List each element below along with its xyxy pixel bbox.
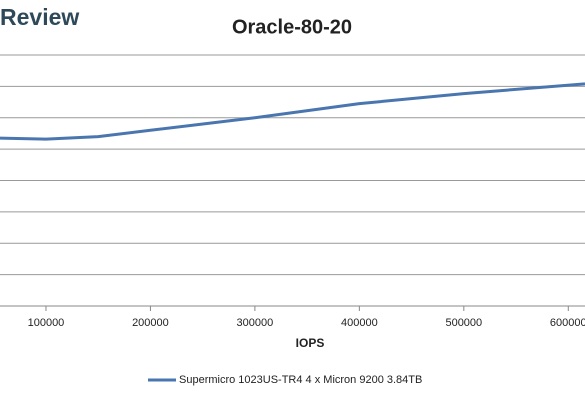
x-axis-label: IOPS bbox=[296, 336, 325, 350]
data-line bbox=[0, 82, 585, 141]
x-tick-label: 600000 bbox=[550, 317, 585, 329]
x-tick-label: 200000 bbox=[132, 317, 169, 329]
logo: Review bbox=[0, 4, 79, 30]
x-tick-label: 300000 bbox=[237, 317, 274, 329]
legend-label: Supermicro 1023US-TR4 4 x Micron 9200 3.… bbox=[179, 374, 422, 386]
x-tick-label: 100000 bbox=[28, 317, 65, 329]
chart-title: Oracle-80-20 bbox=[232, 16, 352, 38]
x-tick-label: 500000 bbox=[445, 317, 482, 329]
x-tick-label: 400000 bbox=[341, 317, 378, 329]
